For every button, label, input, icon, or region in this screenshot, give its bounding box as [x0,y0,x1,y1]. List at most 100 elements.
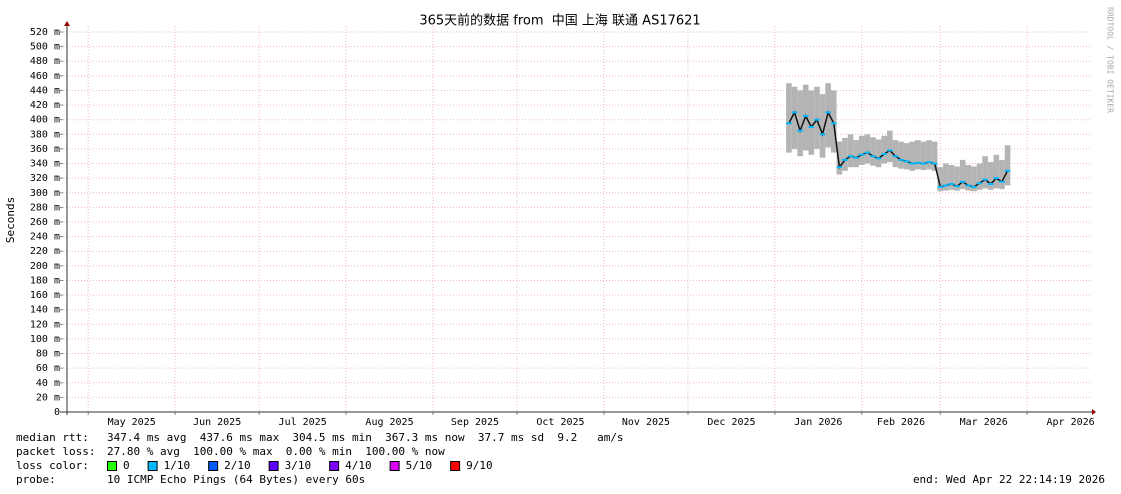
y-tick-label: 0 [54,407,60,418]
smoke [842,137,848,171]
median-marker [858,153,865,156]
median-marker [802,115,809,118]
median-marker [982,178,988,181]
smoke [808,90,815,155]
y-tick-label: 420 m [30,100,60,111]
y-tick-label: 360 m [30,144,60,155]
smoke [987,162,994,190]
legend-label: 0 [123,459,130,472]
median-marker [808,126,815,128]
legend-swatch [147,461,158,471]
smoke [875,139,882,168]
median-marker [965,184,972,187]
legend-swatch [329,461,340,471]
chart-title: 365天前的数据 from 中国 上海 联通 AS17621 [419,13,700,29]
y-tick-label: 480 m [30,56,60,67]
median-marker [909,162,916,165]
smoke [864,134,871,164]
x-tick-label: Mar 2026 [960,417,1008,428]
legend-label: 5/10 [406,459,433,472]
y-tick-label: 40 m [36,378,60,389]
x-tick-label: Aug 2025 [365,417,413,428]
y-tick-label: 340 m [30,159,60,170]
median-marker [903,160,910,163]
median-marker [819,133,826,136]
y-tick-label: 60 m [36,363,60,374]
probe-label: probe: [16,473,56,486]
stat-text: 27.80 % avg 100.00 % max 0.00 % min 100.… [107,445,445,458]
median-marker [825,111,831,114]
median-marker [926,161,932,164]
y-tick-label: 280 m [30,202,60,213]
median-marker [887,149,893,152]
smoke [971,166,977,192]
smoke [982,156,988,189]
smoke [814,86,820,149]
y-tick-label: 140 m [30,305,60,316]
stat-label: packet loss: [16,445,95,458]
median-marker [786,122,792,125]
smoke [858,135,865,165]
y-tick-label: 520 m [30,27,60,38]
median-marker [971,185,977,188]
smoke [830,90,837,153]
legend-swatch [450,461,461,471]
y-tick-label: 440 m [30,85,60,96]
smoke [881,135,888,164]
y-tick-label: 320 m [30,173,60,184]
smoke [937,167,944,192]
smoke [909,141,916,171]
median-marker [937,185,944,188]
y-tick-label: 20 m [36,392,60,403]
median-marker [920,162,927,165]
y-tick-label: 400 m [30,115,60,126]
legend-swatch [208,461,219,471]
smoke [948,165,955,190]
x-tick-label: Jan 2026 [794,417,842,428]
y-tick-label: 500 m [30,42,60,53]
smoke [954,166,960,191]
smoke [836,141,843,175]
smoke [903,143,910,170]
y-axis-label: Seconds [4,197,17,243]
y-tick-label: 180 m [30,275,60,286]
median-marker [892,155,899,158]
median-marker [870,155,876,158]
x-tick-label: Oct 2025 [536,417,584,428]
y-axis-arrow [64,21,70,26]
smoke [1004,145,1011,186]
smoke [791,86,798,149]
median-marker [959,180,966,183]
median-marker [931,162,938,165]
y-tick-label: 460 m [30,71,60,82]
smoke [786,83,792,153]
smoke [915,140,921,170]
x-tick-label: May 2025 [108,417,156,428]
y-tick-label: 240 m [30,232,60,243]
smoke [920,141,927,171]
x-tick-label: Jul 2025 [279,417,327,428]
median-marker [847,155,854,158]
median-marker [915,161,921,164]
median-marker [814,118,820,121]
median-marker [875,157,882,160]
median-marker [948,183,955,185]
end-time: end: Wed Apr 22 22:14:19 2026 [913,473,1105,486]
median-marker [954,185,960,188]
smoke [993,154,1000,189]
y-tick-label: 380 m [30,129,60,140]
y-tick-label: 220 m [30,246,60,257]
median-marker [999,180,1005,183]
smoke [847,134,854,168]
legend-label: 4/10 [345,459,372,472]
x-tick-label: Nov 2025 [622,417,670,428]
median-marker [791,111,798,114]
smoke [976,163,983,190]
smoke [797,90,803,157]
median-marker [836,166,843,169]
median-marker [987,183,994,185]
smoke [825,83,831,148]
stat-text: 347.4 ms avg 437.6 ms max 304.5 ms min 3… [107,431,624,444]
y-tick-label: 80 m [36,349,60,360]
